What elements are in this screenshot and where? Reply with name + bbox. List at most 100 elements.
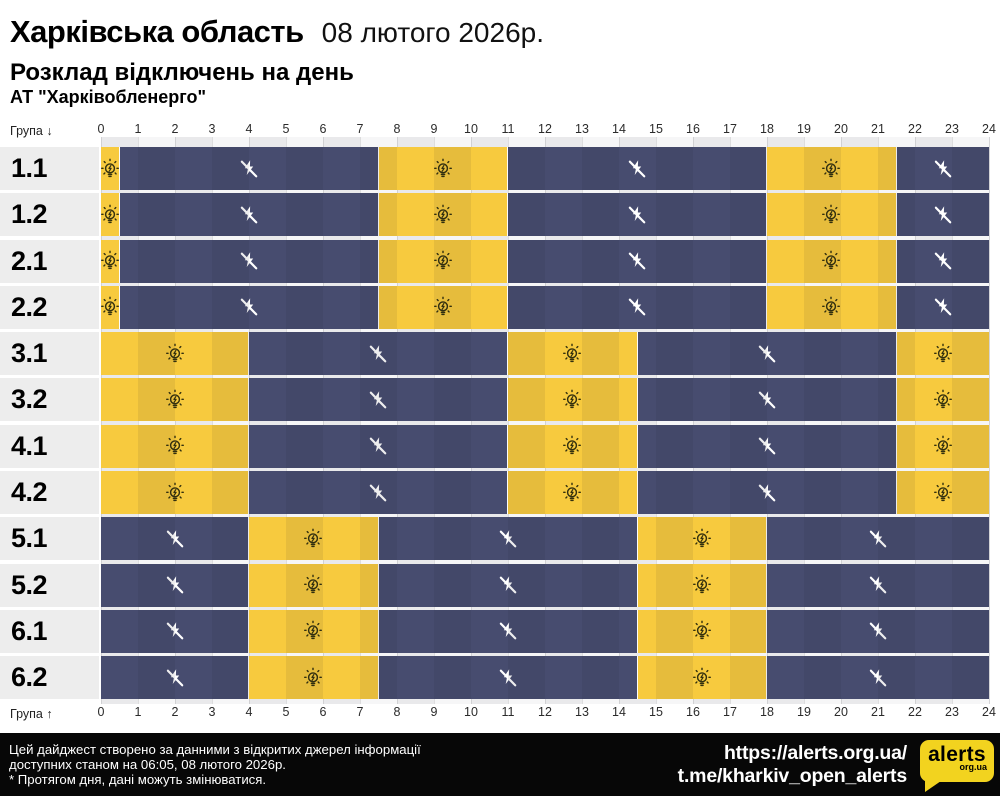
hour-tick-label: 14 [612, 122, 626, 136]
hour-tick-label: 20 [834, 705, 848, 719]
alerts-site-link[interactable]: https://alerts.org.ua/ [723, 741, 907, 764]
bulb-icon [690, 666, 713, 689]
hour-tick-label: 7 [356, 122, 364, 136]
telegram-link[interactable]: t.me/kharkiv_open_alerts [677, 764, 908, 787]
power-off-segment [249, 424, 508, 468]
bulb-icon [163, 388, 186, 411]
power-on-segment [101, 471, 249, 515]
schedule-row: 5.2 [0, 563, 989, 607]
schedule-row: 4.1 [0, 424, 989, 468]
bulb-icon [690, 527, 713, 550]
power-off-segment [378, 656, 638, 700]
power-off-icon [163, 620, 186, 643]
hour-tick-label: 8 [393, 705, 401, 719]
hour-tick-label: 24 [982, 122, 996, 136]
power-off-icon [931, 157, 954, 180]
hour-tick-label: 3 [208, 705, 216, 719]
group-label: 6.1 [0, 609, 99, 653]
bulb-icon [163, 342, 186, 365]
power-off-segment [101, 656, 249, 700]
power-off-icon [755, 342, 778, 365]
hour-tick-label: 11 [501, 705, 515, 719]
power-off-segment [896, 193, 989, 237]
hour-tick-label: 24 [982, 705, 996, 719]
date-label: 08 лютого 2026р. [321, 17, 544, 48]
hour-tick-label: 21 [871, 705, 885, 719]
power-off-segment [767, 563, 989, 607]
power-on-segment [767, 147, 897, 190]
power-off-segment [249, 332, 508, 376]
power-off-icon [237, 296, 260, 319]
power-off-segment [119, 285, 379, 329]
group-label: 3.2 [0, 378, 99, 422]
group-label: 2.2 [0, 285, 99, 329]
hour-tick-label: 1 [134, 122, 142, 136]
bulb-icon [561, 342, 584, 365]
schedule-row: 1.1 [0, 147, 989, 190]
power-off-segment [508, 239, 767, 283]
schedule-track [98, 193, 989, 237]
power-off-segment [101, 609, 249, 653]
bulb-icon [98, 157, 121, 180]
hour-tick-label: 6 [319, 122, 327, 136]
power-on-segment [508, 332, 638, 376]
schedule-track [101, 332, 989, 376]
hour-tick-label: 3 [208, 122, 216, 136]
power-off-icon [755, 481, 778, 504]
bulb-icon [302, 574, 325, 597]
power-on-segment [249, 609, 379, 653]
hour-axis-bottom: 0 1 2 3 4 5 6 7 8 9 10 11 12 13 14 15 16 17 18 19 20 21 22 23 24 [98, 705, 996, 721]
power-off-icon [163, 666, 186, 689]
hour-tick-label: 9 [430, 705, 438, 719]
hour-tick-label: 0 [97, 122, 105, 136]
power-on-segment [101, 332, 249, 376]
group-label: 5.1 [0, 517, 99, 561]
power-off-icon [496, 620, 519, 643]
hour-tick-label: 13 [575, 122, 589, 136]
hour-tick-label: 18 [760, 705, 774, 719]
power-off-icon [626, 157, 649, 180]
hour-axis-top: 0 1 2 3 4 5 6 7 8 9 10 11 12 13 14 15 16 17 18 19 20 21 22 23 24 [97, 122, 996, 138]
bulb-icon [820, 157, 843, 180]
power-off-segment [378, 517, 638, 561]
power-off-icon [496, 527, 519, 550]
power-on-segment [637, 609, 767, 653]
power-on-segment [249, 517, 379, 561]
power-on-segment [378, 285, 508, 329]
hour-tick-label: 15 [649, 122, 663, 136]
power-off-segment [378, 609, 638, 653]
hour-tick-label: 13 [575, 705, 589, 719]
hour-tick-label: 4 [245, 122, 253, 136]
schedule-rows: 1.1 [0, 147, 989, 703]
power-off-icon [755, 435, 778, 458]
hour-tick-label: 17 [723, 705, 737, 719]
group-label: 5.2 [0, 563, 99, 607]
power-on-segment [637, 656, 767, 700]
power-off-segment [119, 193, 379, 237]
power-off-icon [626, 203, 649, 226]
hour-tick-label: 5 [282, 122, 290, 136]
bulb-icon [690, 620, 713, 643]
bulb-icon [561, 388, 584, 411]
hour-tick-label: 10 [464, 122, 478, 136]
hour-tick-label: 12 [538, 705, 552, 719]
power-on-segment [508, 424, 638, 468]
power-off-segment [119, 239, 379, 283]
power-on-segment [378, 239, 508, 283]
power-on-segment [637, 517, 767, 561]
bulb-icon [163, 481, 186, 504]
hour-tick-label: 22 [908, 122, 922, 136]
power-off-icon [496, 574, 519, 597]
schedule-track [101, 609, 989, 653]
power-off-segment [637, 378, 897, 422]
power-off-segment [249, 471, 508, 515]
group-label: 1.1 [0, 147, 99, 190]
group-axis-caption-top: Група ↓ [10, 124, 53, 138]
bulb-icon [98, 203, 121, 226]
group-label: 4.1 [0, 424, 99, 468]
hour-tick-label: 19 [797, 122, 811, 136]
schedule-track [101, 471, 989, 515]
bulb-icon [431, 157, 454, 180]
bulb-icon [561, 481, 584, 504]
